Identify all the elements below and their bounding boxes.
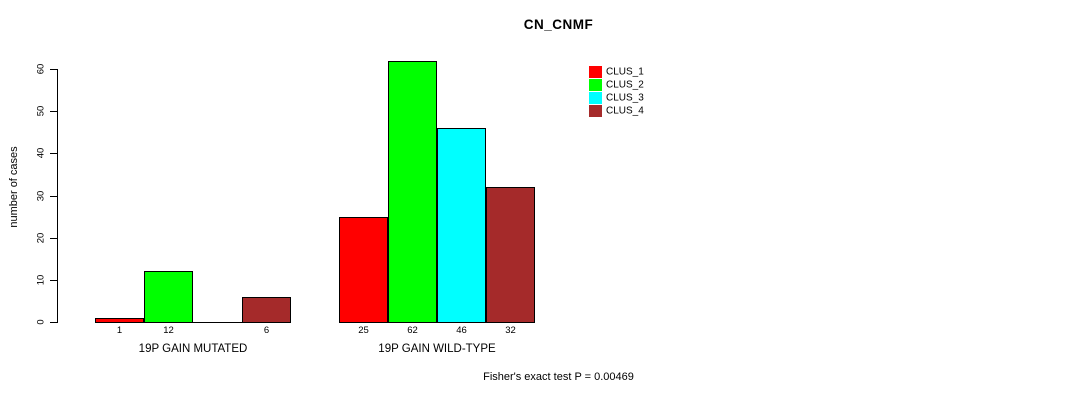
y-tick-label: 10 [35,274,47,286]
bar [95,318,144,323]
y-tick [50,238,57,239]
y-tick-label: 30 [35,190,47,202]
legend-label: CLUS_4 [606,105,644,117]
y-axis-line [57,69,58,323]
bar-value-label: 6 [263,325,270,336]
bar-value-label: 46 [456,325,467,336]
bar-value-label: 12 [163,325,174,336]
y-tick [50,69,57,70]
y-tick-label: 20 [35,232,47,244]
bar [486,187,535,323]
y-tick-label: 0 [35,319,47,325]
legend-swatch [589,79,602,91]
y-tick-label: 50 [35,105,47,117]
group-label: 19P GAIN WILD-TYPE [378,343,496,355]
y-axis-label-text: number of cases [8,146,20,228]
legend-label: CLUS_2 [606,79,644,91]
y-tick [50,111,57,112]
bar-value-label: 25 [358,325,369,336]
y-tick [50,153,57,154]
y-tick [50,322,57,323]
y-tick-label: 40 [35,147,47,159]
legend-label: CLUS_1 [606,66,644,78]
bar-value-label: 1 [116,325,123,336]
bar [242,297,291,323]
annotation-text: Fisher's exact test P = 0.00469 [483,371,634,383]
y-tick [50,196,57,197]
bar [388,61,437,323]
chart-title: CN_CNMF [523,17,594,32]
y-tick-label: 60 [35,63,47,75]
bar [437,128,486,323]
legend-swatch [589,105,602,117]
bar [339,217,388,323]
legend-swatch [589,66,602,78]
group-label: 19P GAIN MUTATED [138,343,248,355]
bar-value-label: 32 [505,325,516,336]
legend-label: CLUS_3 [606,92,644,104]
y-tick [50,280,57,281]
bar-value-label: 62 [407,325,418,336]
legend-swatch [589,92,602,104]
bar-zero-height [193,322,242,323]
bar [144,271,193,323]
